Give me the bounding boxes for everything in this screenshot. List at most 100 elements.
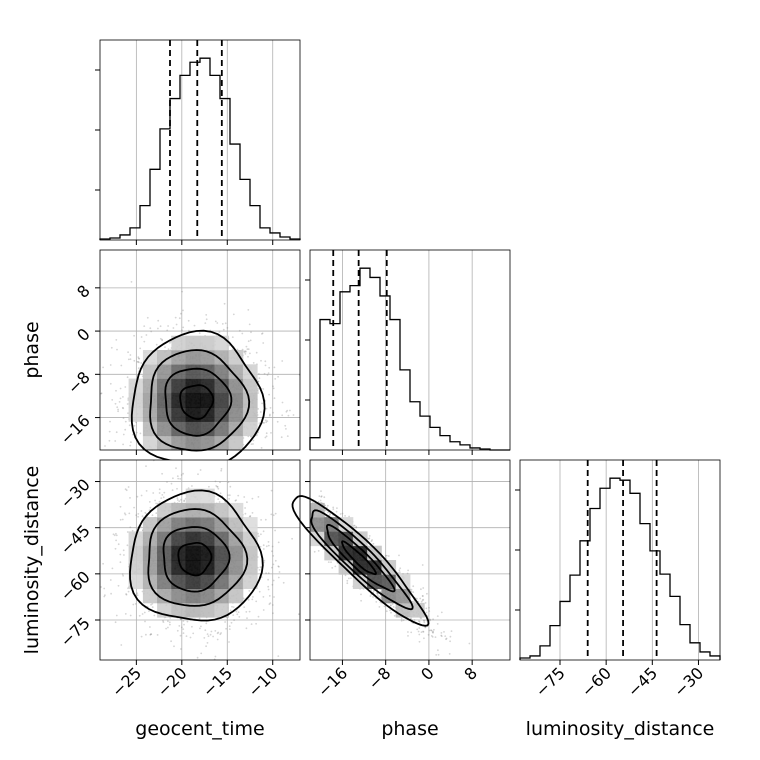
density-geocent-time-vs-phase-sample (250, 443, 253, 445)
density-geocent-time-vs-phase-sample (252, 362, 255, 364)
density-geocent-time-vs-phase-sample (280, 436, 283, 439)
density-geocent-time-vs-luminosity-distance-sample (112, 533, 115, 536)
density-geocent-time-vs-phase-sample (243, 350, 246, 353)
density-geocent-time-vs-luminosity-distance-sample (148, 610, 150, 612)
density-geocent-time-vs-phase-sample (231, 348, 234, 351)
density-geocent-time-vs-phase-bin (214, 407, 229, 422)
density-geocent-time-vs-luminosity-distance-sample (230, 621, 233, 624)
density-geocent-time-vs-luminosity-distance-sample (167, 620, 169, 623)
density-geocent-time-vs-luminosity-distance-sample (236, 613, 239, 616)
density-geocent-time-vs-phase-bin (185, 392, 201, 408)
density-geocent-time-vs-luminosity-distance-sample (166, 481, 168, 483)
density-geocent-time-vs-phase-sample (104, 445, 106, 447)
density-geocent-time-vs-phase-sample (216, 322, 219, 324)
density-geocent-time-vs-phase-bin (214, 350, 229, 365)
density-geocent-time-vs-phase-sample (143, 340, 146, 343)
density-geocent-time-vs-phase-bin (142, 435, 158, 451)
density-geocent-time-vs-phase-bin (128, 392, 144, 408)
density-geocent-time-vs-phase-sample (130, 441, 132, 443)
density-geocent-time-vs-luminosity-distance-sample (262, 530, 265, 533)
density-geocent-time-vs-phase-sample (166, 329, 169, 332)
density-geocent-time-vs-phase-sample (133, 334, 136, 337)
density-geocent-time-vs-phase-sample (265, 435, 268, 438)
density-geocent-time-vs-luminosity-distance-sample (124, 513, 127, 516)
density-geocent-time-vs-luminosity-distance-sample (140, 635, 143, 638)
density-geocent-time-vs-phase-sample (260, 359, 262, 362)
density-geocent-time-vs-phase-bin (214, 392, 229, 408)
density-geocent-time-vs-luminosity-distance-sample (175, 467, 177, 470)
density-geocent-time-vs-luminosity-distance-sample (161, 472, 164, 475)
density-geocent-time-vs-phase-sample (236, 348, 239, 351)
density-geocent-time-vs-phase-sample (167, 348, 170, 351)
density-geocent-time-vs-phase-sample (281, 360, 284, 362)
density-geocent-time-vs-luminosity-distance-sample (178, 625, 181, 627)
x-axis-label-phase: phase (381, 718, 438, 740)
density-geocent-time-vs-phase-sample (157, 319, 160, 322)
density-geocent-time-vs-luminosity-distance-sample (137, 515, 140, 518)
density-geocent-time-vs-phase-sample (111, 399, 114, 401)
density-geocent-time-vs-phase-bin (200, 435, 215, 451)
density-geocent-time-vs-luminosity-distance-sample (134, 603, 137, 605)
density-geocent-time-vs-luminosity-distance-sample (231, 605, 233, 608)
density-geocent-time-vs-luminosity-distance-ytick-label-2: −45 (57, 521, 94, 558)
density-geocent-time-vs-luminosity-distance-sample (268, 603, 271, 606)
density-geocent-time-vs-luminosity-distance-bin (185, 545, 201, 561)
density-geocent-time-vs-phase-sample (109, 420, 111, 423)
density-geocent-time-vs-phase-sample (116, 406, 119, 409)
density-geocent-time-vs-luminosity-distance-sample (245, 611, 248, 613)
density-geocent-time-vs-luminosity-distance-sample (179, 478, 182, 480)
density-geocent-time-vs-luminosity-distance-sample (228, 625, 231, 628)
density-geocent-time-vs-phase-sample (127, 412, 129, 415)
density-geocent-time-vs-luminosity-distance-sample (257, 615, 260, 618)
density-geocent-time-vs-luminosity-distance-sample (176, 629, 179, 632)
density-geocent-time-vs-phase-sample (264, 419, 267, 422)
density-geocent-time-vs-phase-sample (264, 360, 267, 363)
density-geocent-time-vs-luminosity-distance-sample (161, 494, 164, 496)
density-geocent-time-vs-luminosity-distance-sample (154, 499, 157, 502)
density-phase-vs-luminosity-distance-sample (428, 618, 431, 621)
density-phase-vs-luminosity-distance-sample (329, 512, 331, 515)
density-geocent-time-vs-phase-sample (268, 414, 271, 417)
density-geocent-time-vs-luminosity-distance-sample (131, 529, 134, 532)
density-geocent-time-vs-luminosity-distance-sample (158, 500, 161, 503)
density-geocent-time-vs-luminosity-distance-sample (172, 477, 174, 480)
density-geocent-time-vs-luminosity-distance-sample (187, 487, 190, 489)
density-phase-vs-luminosity-distance-sample (413, 619, 416, 621)
density-geocent-time-vs-luminosity-distance-sample (216, 638, 219, 641)
density-geocent-time-vs-luminosity-distance-sample (151, 602, 154, 605)
density-geocent-time-vs-luminosity-distance-sample (127, 590, 130, 593)
density-geocent-time-vs-luminosity-distance-sample (263, 559, 266, 562)
density-geocent-time-vs-luminosity-distance-sample (123, 554, 125, 556)
density-geocent-time-vs-luminosity-distance-ytick-label-0: −75 (57, 613, 94, 650)
hist-luminosity-distance-xtick-label-3: −30 (670, 663, 707, 700)
density-geocent-time-vs-luminosity-distance-sample (228, 641, 230, 643)
density-geocent-time-vs-luminosity-distance-sample (208, 485, 210, 488)
density-geocent-time-vs-phase-bin (142, 350, 158, 365)
density-geocent-time-vs-luminosity-distance-sample (183, 500, 186, 503)
density-geocent-time-vs-phase-sample (264, 436, 267, 439)
density-geocent-time-vs-phase-bin (185, 421, 201, 437)
density-phase-vs-luminosity-distance-sample (418, 640, 421, 643)
density-geocent-time-vs-luminosity-distance-sample (173, 645, 175, 648)
density-geocent-time-vs-luminosity-distance-bin (214, 517, 229, 532)
density-geocent-time-vs-luminosity-distance-bin (228, 517, 244, 532)
density-phase-vs-luminosity-distance-sample (360, 599, 362, 602)
density-phase-vs-luminosity-distance-sample (434, 636, 437, 638)
density-geocent-time-vs-luminosity-distance-sample (141, 613, 144, 615)
density-geocent-time-vs-luminosity-distance-contour-2 (147, 508, 249, 607)
density-geocent-time-vs-luminosity-distance-sample (179, 634, 182, 637)
density-geocent-time-vs-phase-sample (286, 409, 289, 412)
density-geocent-time-vs-luminosity-distance-sample (274, 559, 277, 562)
density-geocent-time-vs-luminosity-distance-sample (252, 596, 254, 598)
density-geocent-time-vs-phase-bin (228, 392, 244, 408)
density-geocent-time-vs-luminosity-distance-bin (185, 574, 201, 589)
density-geocent-time-vs-luminosity-distance-sample (126, 531, 129, 533)
density-geocent-time-vs-phase-sample (277, 375, 279, 378)
density-geocent-time-vs-luminosity-distance-sample (119, 505, 122, 508)
density-geocent-time-vs-luminosity-distance-sample (272, 563, 275, 566)
density-geocent-time-vs-luminosity-distance-sample (132, 603, 135, 606)
density-phase-vs-luminosity-distance-sample (376, 594, 379, 596)
density-geocent-time-vs-phase-sample (118, 401, 121, 403)
density-geocent-time-vs-phase-bin (214, 421, 229, 437)
density-geocent-time-vs-luminosity-distance-sample (218, 501, 221, 503)
